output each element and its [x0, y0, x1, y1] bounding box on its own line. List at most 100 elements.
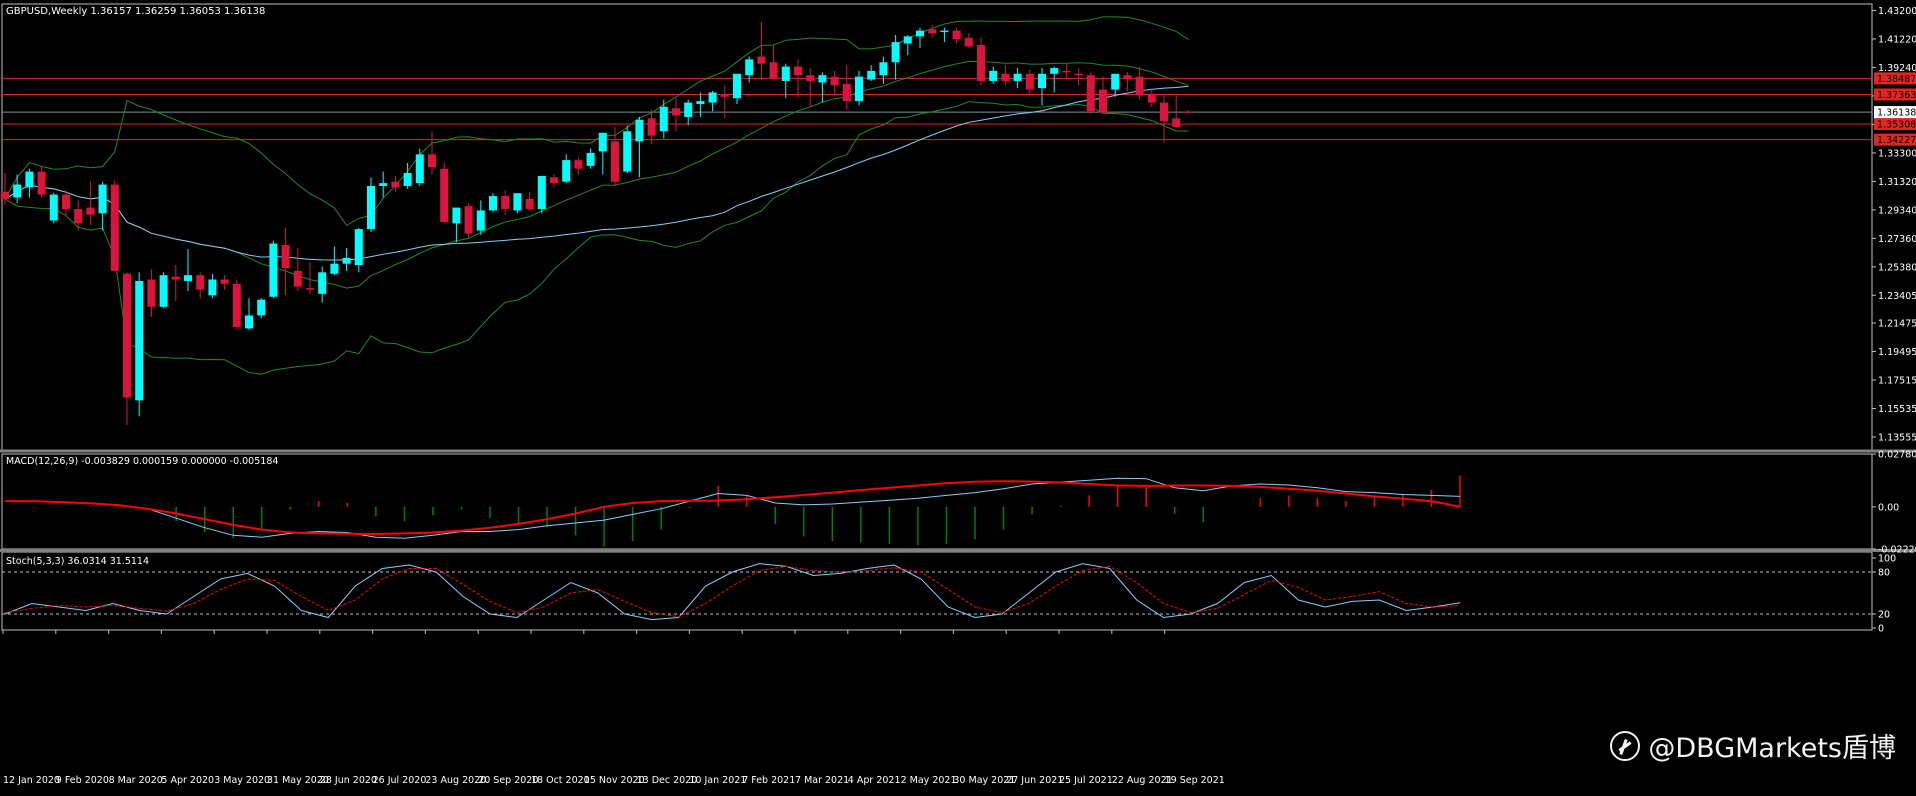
candle-body — [989, 70, 998, 81]
y-axis-tick-label: 1.19495 — [1878, 347, 1916, 358]
candle-body — [525, 198, 534, 210]
candle-body — [1013, 73, 1022, 81]
candle-body — [964, 37, 973, 47]
x-axis-tick-label: 30 May 2021 — [953, 775, 1015, 786]
candle-body — [62, 194, 70, 210]
candle-body — [940, 30, 949, 33]
price-level-tag-label: 1.35308 — [1877, 119, 1916, 130]
candle-body — [464, 206, 473, 234]
x-axis-tick-label: 4 Apr 2021 — [848, 775, 901, 786]
y-axis-tick-label: 1.23405 — [1878, 291, 1916, 302]
candle-body — [867, 70, 876, 80]
candle-body — [1172, 118, 1181, 128]
candle-body — [37, 171, 46, 195]
x-axis-tick-label: 20 Sep 2020 — [478, 775, 538, 786]
candle-body — [550, 177, 558, 184]
candle-body — [916, 30, 924, 37]
candle-body — [757, 56, 766, 64]
candle-body — [598, 132, 607, 152]
candle-body — [708, 92, 717, 103]
candle-body — [159, 275, 168, 307]
watermark: @DBGMarkets盾博 — [1610, 726, 1896, 765]
x-axis-tick-label: 13 Dec 2020 — [637, 775, 698, 786]
candle-body — [452, 207, 461, 224]
candle-body — [232, 283, 241, 327]
candle-body — [1123, 75, 1132, 79]
y-axis-tick-label: 1.25380 — [1878, 262, 1916, 273]
candle-body — [574, 160, 583, 169]
candle-body — [855, 76, 863, 102]
stoch-y-axis-tick-label: 80 — [1878, 568, 1890, 579]
moving-average-line — [4, 85, 1189, 261]
y-axis-tick-label: 1.31320 — [1878, 177, 1916, 188]
candle-body — [135, 280, 144, 401]
x-axis-tick-label: 26 Jul 2020 — [373, 775, 427, 786]
y-axis-tick-label: 1.27360 — [1878, 234, 1916, 245]
candle-body — [781, 66, 790, 81]
candle-body — [1038, 73, 1046, 89]
current-price-tag — [1874, 106, 1916, 119]
x-axis-tick-label: 10 Jan 2021 — [689, 775, 746, 786]
price-level-tag — [1874, 88, 1916, 101]
candle-body — [354, 229, 363, 266]
candle-body — [330, 263, 339, 274]
candle-body — [367, 185, 375, 230]
macd-y-axis-tick-label: -0.022201 — [1878, 545, 1916, 556]
candle-body — [1184, 111, 1193, 113]
candle-body — [1062, 70, 1071, 73]
candle-body — [415, 154, 424, 184]
candle-body — [86, 207, 95, 215]
candle-body — [13, 184, 22, 198]
candle-body — [306, 288, 314, 290]
candle-body — [1, 191, 9, 199]
candle-body — [440, 168, 449, 222]
candle-body — [1086, 75, 1095, 112]
x-axis-tick-label: 2 May 2021 — [901, 775, 957, 786]
candle-body — [1074, 73, 1083, 76]
x-axis-tick-label: 19 Sep 2021 — [1165, 775, 1225, 786]
macd-signal-line — [4, 480, 1461, 536]
x-axis-tick-label: 23 Aug 2020 — [425, 775, 486, 786]
candle-body — [476, 210, 485, 231]
candle-body — [147, 279, 156, 307]
y-axis-tick-label: 1.39240 — [1878, 63, 1916, 74]
y-axis-tick-label: 1.33300 — [1878, 148, 1916, 159]
candle-body — [208, 279, 217, 296]
candle-body — [623, 131, 632, 172]
candle-body — [110, 184, 119, 271]
candle-body — [977, 45, 985, 81]
stoch-y-axis-tick-label: 100 — [1878, 554, 1896, 565]
candle-body — [1160, 102, 1168, 122]
x-axis-tick-label: 25 Jul 2021 — [1059, 775, 1113, 786]
x-axis-tick-label: 3 May 2020 — [214, 775, 270, 786]
bollinger-upper-band — [4, 16, 1189, 227]
y-axis-tick-label: 1.29340 — [1878, 205, 1916, 216]
candle-body — [903, 36, 912, 44]
candle-body — [1111, 73, 1120, 90]
stoch-y-axis-tick-label: 0 — [1878, 624, 1884, 635]
candle-body — [1025, 73, 1034, 90]
bollinger-lower-band — [4, 101, 1189, 375]
price-level-tag-label: 1.37363 — [1877, 90, 1916, 101]
macd-y-axis-tick-label: 0.027803 — [1878, 449, 1916, 460]
candle-body — [391, 181, 400, 188]
price-level-tag-label: 1.38487 — [1877, 74, 1916, 85]
current-price-tag-label: 1.36138 — [1877, 108, 1916, 119]
candle-body — [830, 76, 839, 86]
x-axis-tick-label: 7 Feb 2021 — [742, 775, 795, 786]
y-axis-tick-label: 1.15535 — [1878, 404, 1916, 415]
candle-body — [684, 102, 693, 117]
candle-body — [891, 42, 900, 63]
candle-body — [537, 175, 546, 210]
macd-main-line — [4, 477, 1461, 539]
candle-body — [379, 183, 388, 186]
stoch-y-axis-tick-label: 20 — [1878, 610, 1890, 621]
x-axis-tick-label: 18 Oct 2020 — [531, 775, 590, 786]
candle-body — [98, 184, 107, 214]
candle-body — [428, 154, 436, 168]
candle-body — [489, 196, 497, 211]
price-chart-title: GBPUSD,Weekly 1.36157 1.36259 1.36053 1.… — [6, 6, 265, 17]
candle-body — [281, 244, 290, 269]
x-axis-tick-label: 31 May 2020 — [267, 775, 329, 786]
